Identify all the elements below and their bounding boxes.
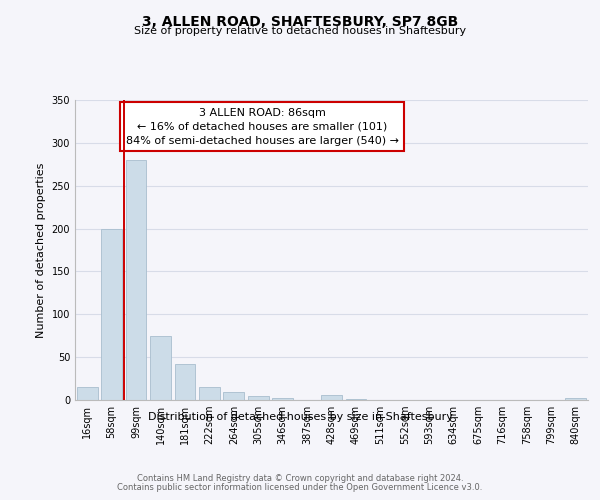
Bar <box>77 387 98 400</box>
Bar <box>125 160 146 400</box>
Text: Size of property relative to detached houses in Shaftesbury: Size of property relative to detached ho… <box>134 26 466 36</box>
Text: Contains HM Land Registry data © Crown copyright and database right 2024.: Contains HM Land Registry data © Crown c… <box>137 474 463 483</box>
Text: 3 ALLEN ROAD: 86sqm
← 16% of detached houses are smaller (101)
84% of semi-detac: 3 ALLEN ROAD: 86sqm ← 16% of detached ho… <box>126 108 399 146</box>
Bar <box>223 392 244 400</box>
Bar <box>199 387 220 400</box>
Bar <box>150 336 171 400</box>
Text: 3, ALLEN ROAD, SHAFTESBURY, SP7 8GB: 3, ALLEN ROAD, SHAFTESBURY, SP7 8GB <box>142 15 458 29</box>
Bar <box>346 399 367 400</box>
Bar <box>565 398 586 400</box>
Text: Distribution of detached houses by size in Shaftesbury: Distribution of detached houses by size … <box>148 412 452 422</box>
Bar <box>248 396 269 400</box>
Bar <box>272 398 293 400</box>
Text: Contains public sector information licensed under the Open Government Licence v3: Contains public sector information licen… <box>118 484 482 492</box>
Bar <box>101 228 122 400</box>
Bar <box>321 395 342 400</box>
Y-axis label: Number of detached properties: Number of detached properties <box>36 162 46 338</box>
Bar <box>175 364 196 400</box>
